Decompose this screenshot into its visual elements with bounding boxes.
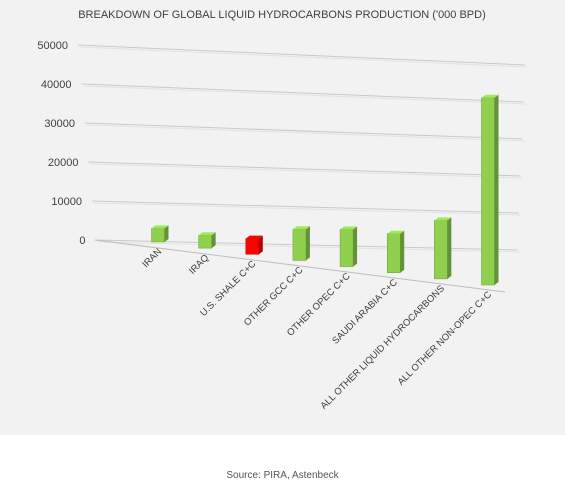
bar-front-face [386,233,401,273]
y-tick-label: 0 [79,235,85,247]
bar-front-face [434,220,448,280]
bar-top-face [292,226,310,230]
y-tick-label: 30000 [44,118,75,130]
gridline-shadow [79,46,528,68]
bar [198,232,216,249]
y-tick-label: 10000 [51,196,82,208]
bar [386,230,405,273]
gridline-shadow [90,163,523,179]
bar-side-face [258,235,263,255]
bar-front-face [481,97,495,286]
bar-side-face [494,94,499,285]
bar-top-face [481,94,499,98]
bar-top-face [198,232,216,236]
bar-top-face [340,226,358,230]
bar [245,235,263,255]
bar-side-face [400,230,405,273]
chart-title: BREAKDOWN OF GLOBAL LIQUID HYDROCARBONS … [78,9,486,21]
bar [151,225,169,243]
y-tick-label: 20000 [48,157,79,169]
floor-front-edge [94,239,506,293]
bar-top-face [245,235,263,239]
bar-front-face [151,228,165,243]
bar-chart: BREAKDOWN OF GLOBAL LIQUID HYDROCARBONS … [0,0,565,435]
source-note: Source: PIRA, Astenbeck [226,470,339,481]
bar-top-face [434,217,452,221]
bar-side-face [353,226,358,267]
gridline [91,200,520,214]
bar [339,226,358,267]
gridline [84,122,523,140]
bar-front-face [198,235,212,249]
bar-side-face [447,217,452,279]
gridline-shadow [86,124,525,142]
gridline-shadow [93,202,522,216]
gridline-shadow [83,85,526,105]
bar-side-face [164,225,169,242]
bar-front-face [339,229,354,267]
gridline [81,83,524,103]
bar-front-face [245,238,260,255]
chart-area: BREAKDOWN OF GLOBAL LIQUID HYDROCARBONS … [0,0,565,435]
bar [434,217,452,280]
bar-top-face [151,225,169,229]
bar-side-face [211,232,216,249]
gridline [88,161,521,177]
chart-background [0,0,565,435]
bar-top-face [387,230,405,234]
gridline [77,44,526,66]
y-tick-label: 50000 [37,40,68,52]
bar-side-face [305,226,310,261]
bar [292,226,310,261]
bar-front-face [292,228,307,261]
y-tick-label: 40000 [41,79,72,91]
bar [481,94,499,286]
